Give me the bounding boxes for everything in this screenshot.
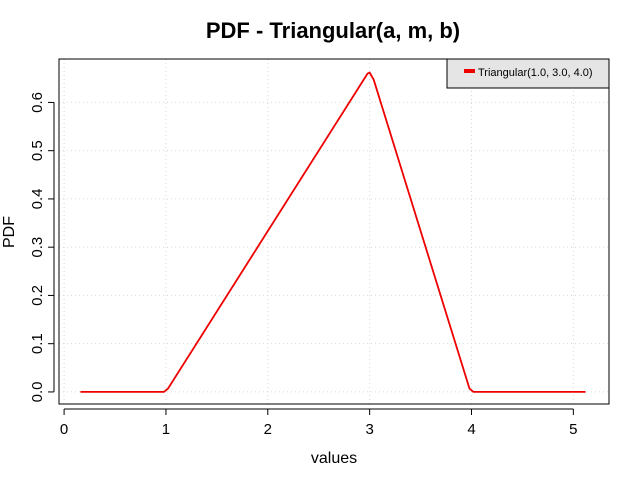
y-tick-label-2: 0.2: [29, 285, 46, 306]
x-axis: 0 1 2 3 4 5: [60, 408, 578, 438]
y-axis-label: PDF: [1, 216, 18, 248]
x-tick-label-5: 5: [569, 421, 577, 438]
y-axis: 0.0 0.1 0.2 0.3 0.4 0.5 0.6: [29, 92, 55, 403]
series-layer: [80, 71, 586, 393]
y-tick-label-5: 0.5: [29, 140, 46, 161]
y-tick-label-3: 0.3: [29, 237, 46, 258]
x-tick-label-3: 3: [365, 421, 373, 438]
y-tick-label-1: 0.1: [29, 333, 46, 354]
grid: [59, 59, 609, 404]
series-line-0: [80, 71, 586, 393]
x-tick-label-4: 4: [467, 421, 475, 438]
chart-title: PDF - Triangular(a, m, b): [206, 18, 460, 43]
y-tick-label-0: 0.0: [29, 382, 46, 403]
x-tick-label-2: 2: [264, 421, 272, 438]
plot-frame: [58, 58, 610, 405]
legend-box: [446, 58, 610, 89]
y-tick-label-4: 0.4: [29, 189, 46, 210]
legend-swatch: [464, 69, 475, 73]
legend-entry: Triangular(1.0, 3.0, 4.0): [478, 67, 593, 79]
x-tick-label-1: 1: [162, 421, 170, 438]
legend: Triangular(1.0, 3.0, 4.0): [446, 58, 610, 89]
x-axis-label: values: [311, 450, 357, 467]
x-tick-label-0: 0: [60, 421, 68, 438]
y-tick-label-6: 0.6: [29, 92, 46, 113]
